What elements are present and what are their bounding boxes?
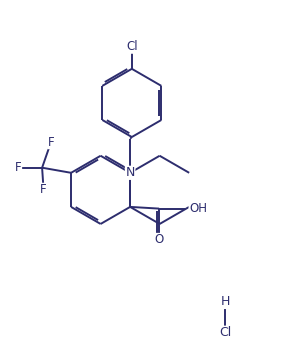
Text: H: H bbox=[220, 295, 230, 308]
Text: F: F bbox=[40, 183, 47, 197]
Text: F: F bbox=[48, 136, 54, 149]
Text: F: F bbox=[15, 161, 21, 174]
Text: Cl: Cl bbox=[126, 40, 138, 53]
Text: Cl: Cl bbox=[219, 326, 231, 339]
Text: O: O bbox=[155, 234, 164, 246]
Text: N: N bbox=[125, 166, 135, 179]
Text: OH: OH bbox=[189, 202, 207, 215]
